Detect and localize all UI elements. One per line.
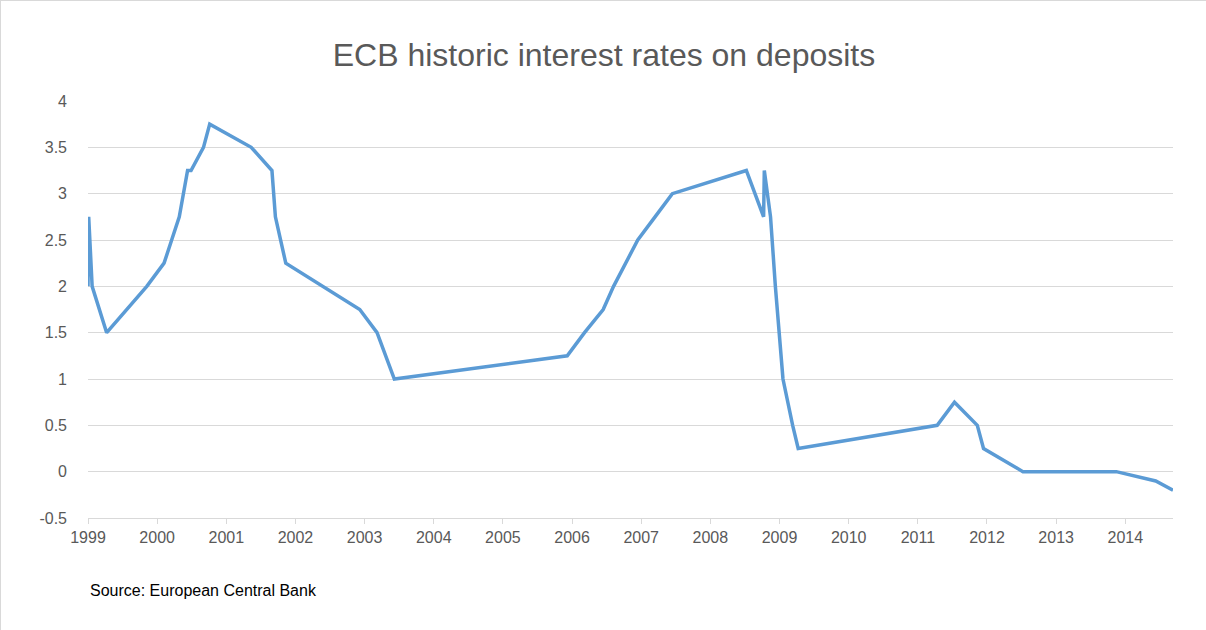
svg-text:2011: 2011 — [901, 529, 936, 546]
svg-text:2008: 2008 — [693, 529, 729, 546]
svg-text:2006: 2006 — [554, 529, 590, 546]
svg-text:3: 3 — [58, 185, 67, 202]
svg-text:2012: 2012 — [969, 529, 1005, 546]
svg-text:0: 0 — [58, 463, 67, 480]
svg-text:Source: European Central Bank: Source: European Central Bank — [90, 582, 317, 599]
svg-text:ECB historic interest rates on: ECB historic interest rates on deposits — [333, 37, 875, 73]
svg-text:0.5: 0.5 — [45, 417, 67, 434]
svg-text:1: 1 — [58, 371, 67, 388]
svg-text:2009: 2009 — [762, 529, 798, 546]
svg-text:2003: 2003 — [347, 529, 383, 546]
svg-text:2010: 2010 — [831, 529, 867, 546]
svg-text:2000: 2000 — [139, 529, 175, 546]
svg-text:2005: 2005 — [485, 529, 521, 546]
svg-text:2014: 2014 — [1107, 529, 1143, 546]
svg-text:2013: 2013 — [1038, 529, 1074, 546]
svg-text:2002: 2002 — [278, 529, 314, 546]
svg-text:-0.5: -0.5 — [39, 510, 67, 527]
svg-text:2001: 2001 — [209, 529, 245, 546]
svg-text:2007: 2007 — [623, 529, 659, 546]
svg-text:4: 4 — [58, 93, 67, 110]
svg-text:2: 2 — [58, 278, 67, 295]
svg-text:1.5: 1.5 — [45, 324, 67, 341]
svg-text:2.5: 2.5 — [45, 232, 67, 249]
svg-text:3.5: 3.5 — [45, 139, 67, 156]
svg-text:1999: 1999 — [70, 529, 106, 546]
svg-text:2004: 2004 — [416, 529, 452, 546]
